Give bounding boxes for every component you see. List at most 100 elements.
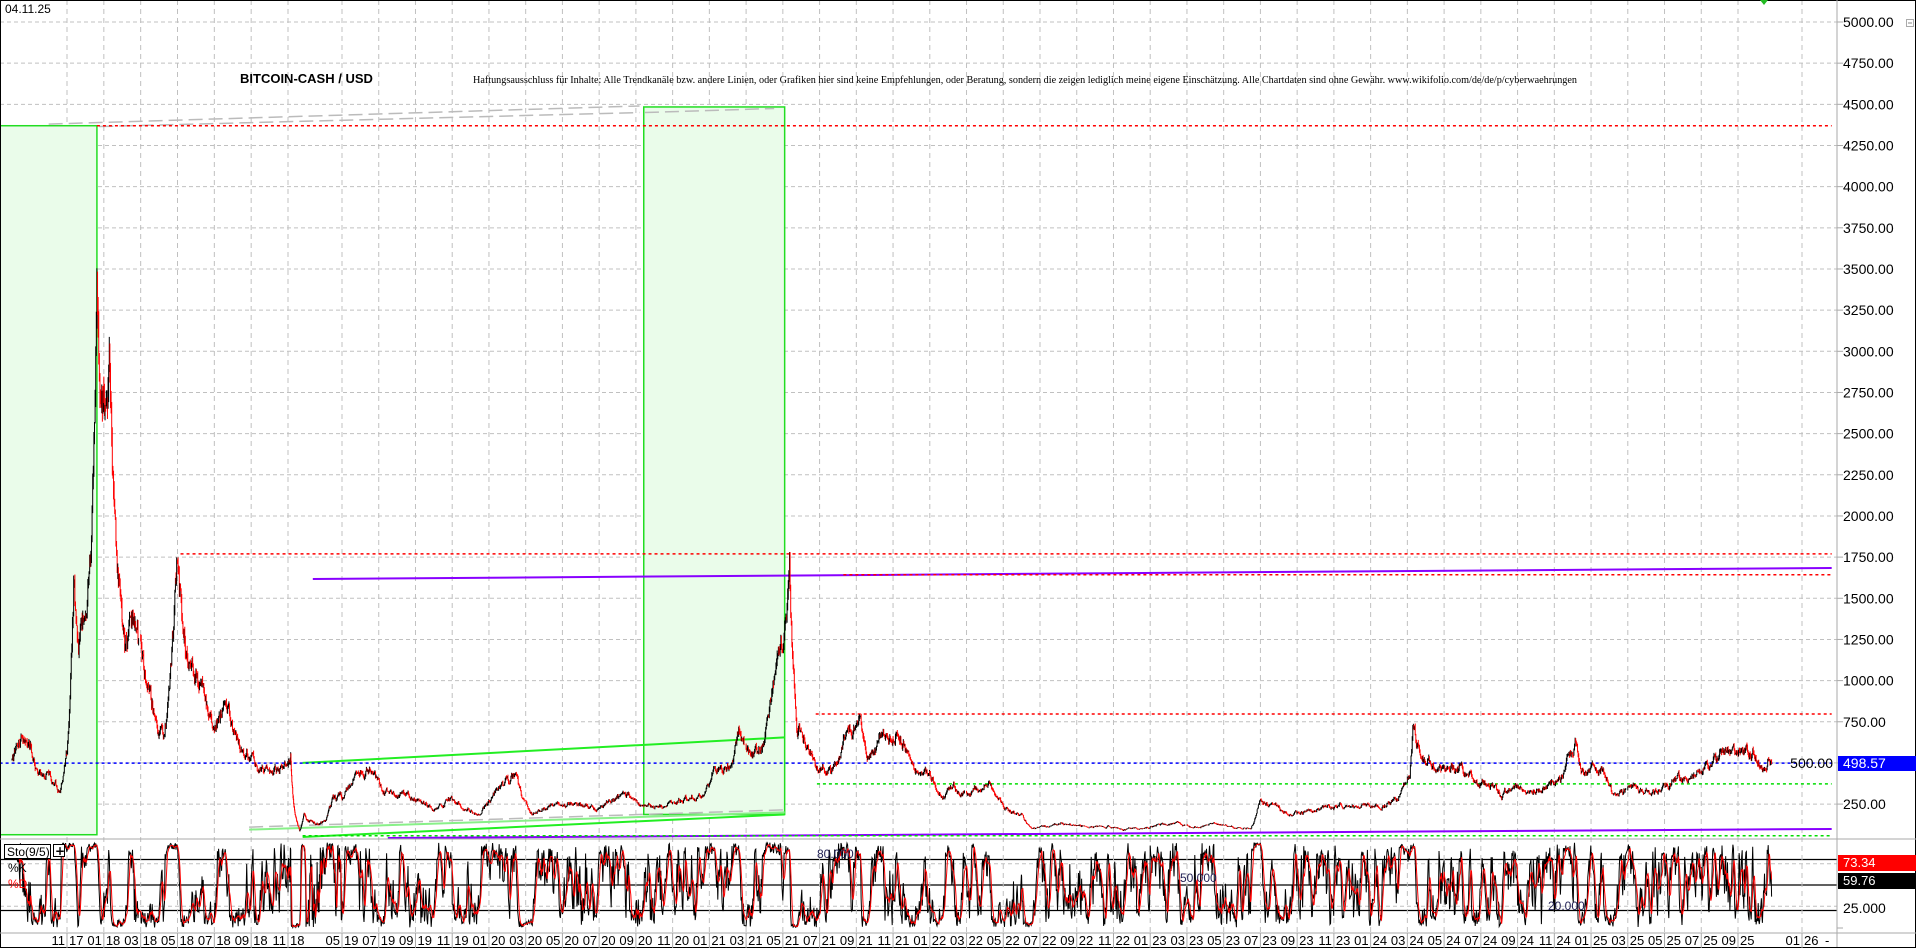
green-lower-channel[interactable]	[302, 813, 785, 839]
collapse-panel-button[interactable]	[1906, 19, 1914, 27]
stoch-k-value-tag	[1838, 873, 1916, 889]
time-label-year: 23	[1262, 933, 1276, 948]
time-label-year: 19	[417, 933, 431, 948]
time-label-year: 23	[1299, 933, 1313, 948]
time-label-year: 22	[1079, 933, 1093, 948]
stoch-title: Sto(9/5)	[7, 845, 50, 859]
zone-2021[interactable]	[642, 106, 786, 816]
stoch-level-50-label: 50.000	[1180, 871, 1217, 885]
stoch-tick-25: 25.000	[1843, 900, 1886, 916]
plus-icon: +	[55, 844, 65, 858]
time-label-year: 22	[1115, 933, 1129, 948]
time-label-month: 05	[546, 933, 560, 948]
lightgreen-fan-1[interactable]	[249, 811, 785, 831]
horizontal-levels	[0, 124, 1832, 837]
price-tick-label: 2000.00	[1843, 508, 1894, 524]
time-label-year: 21	[748, 933, 762, 948]
gray-fan-top-3[interactable]	[644, 107, 775, 114]
disclaimer-text: Haftungsausschluss für Inhalte: Alle Tre…	[473, 75, 1577, 86]
time-label-month: 11	[657, 933, 671, 948]
time-label-month: 11	[437, 933, 451, 948]
time-label-month: 09	[1722, 933, 1736, 948]
price-candles	[11, 268, 1773, 832]
time-label-month: 05	[766, 933, 780, 948]
purple-lower[interactable]	[387, 827, 1832, 840]
price-tick-label: 5000.00	[1843, 14, 1894, 30]
time-axis[interactable]: 11 17 01 18 03 18 05 18 07 18 09 18 11 18 05 19 07 19 09 19…	[52, 933, 1819, 948]
time-label-year: 18	[143, 933, 157, 948]
time-label-year: 25	[1630, 933, 1644, 948]
time-label-year: 19	[344, 933, 358, 948]
trendlines	[48, 105, 1832, 840]
chart-title: BITCOIN-CASH / USD	[240, 71, 373, 86]
time-label-month: 11	[878, 933, 892, 948]
price-tick-label: 1500.00	[1843, 590, 1894, 606]
time-label-year: 26	[1804, 933, 1818, 948]
time-label-year: 21	[822, 933, 836, 948]
last-price-tag	[1838, 756, 1916, 771]
time-label-year: 18	[180, 933, 194, 948]
time-label-year: 22	[969, 933, 983, 948]
time-label-month: 01	[1786, 933, 1800, 948]
time-label-year: 24	[1409, 933, 1423, 948]
price-axis[interactable]: 5000.00 4750.00 4500.00 4250.00 4000.00 3750.…	[1790, 14, 1894, 812]
gray-fan-top-2[interactable]	[99, 111, 640, 128]
price-tick-label: 3500.00	[1843, 261, 1894, 277]
time-label-month: 03	[509, 933, 523, 948]
time-label-year: 23	[1189, 933, 1203, 948]
time-label-month: 09	[399, 933, 413, 948]
price-tick-label: 2750.00	[1843, 384, 1894, 400]
purple-upper[interactable]	[312, 566, 1832, 581]
time-label-month: 09	[1060, 933, 1074, 948]
time-axis-end-marker[interactable]: -	[1825, 933, 1829, 948]
time-label-year: 25	[1703, 933, 1717, 948]
time-label-year: 24	[1520, 933, 1534, 948]
price-tick-label: 4000.00	[1843, 179, 1894, 195]
price-tick-label: 1750.00	[1843, 549, 1894, 565]
zone-2017[interactable]	[0, 124, 98, 836]
time-label-month: 03	[730, 933, 744, 948]
stoch-d-value-tag	[1838, 855, 1916, 871]
time-label-month: 03	[1170, 933, 1184, 948]
time-label-month: 07	[198, 933, 212, 948]
time-label-year: 21	[895, 933, 909, 948]
price-tick-label: 3250.00	[1843, 302, 1894, 318]
time-label-year: 24	[1373, 933, 1387, 948]
time-label-year: 24	[1556, 933, 1570, 948]
time-label-year: 21	[711, 933, 725, 948]
time-label-year: 25	[1740, 933, 1754, 948]
time-label-year: 22	[1005, 933, 1019, 948]
time-label-month: 11	[1318, 933, 1332, 948]
stochastic-panel-lines	[16, 841, 1773, 930]
time-label-month: 05	[987, 933, 1001, 948]
time-label-month: 09	[619, 933, 633, 948]
time-label-year: 24	[1483, 933, 1497, 948]
price-tick-label: 4750.00	[1843, 55, 1894, 71]
gray-fan-1[interactable]	[249, 809, 785, 828]
time-label-year: 21	[858, 933, 872, 948]
time-label-year: 19	[454, 933, 468, 948]
time-label-month: 07	[1685, 933, 1699, 948]
stoch-d-value: 73.34	[1843, 855, 1876, 870]
time-label-month: 05	[161, 933, 175, 948]
time-label-month: 11	[1539, 933, 1553, 948]
time-label-month: 11	[273, 933, 287, 948]
price-tick-label: 4250.00	[1843, 137, 1894, 153]
stoch-expand-button[interactable]: +	[53, 844, 66, 858]
time-label-year: 20	[528, 933, 542, 948]
green-signal-marker-icon	[1760, 0, 1768, 5]
time-label-month: 07	[1464, 933, 1478, 948]
time-label-month: 05	[1428, 933, 1442, 948]
green-upper-channel[interactable]	[302, 736, 785, 764]
time-label-year: 21	[785, 933, 799, 948]
stoch-k-value: 59.76	[1843, 873, 1876, 888]
time-label-month: 09	[840, 933, 854, 948]
stoch-indicator-label[interactable]: Sto(9/5)	[4, 844, 51, 860]
stoch-level-80-label: 80.000	[817, 847, 854, 861]
time-label-month: 07	[803, 933, 817, 948]
gray-fan-top-1[interactable]	[48, 105, 640, 125]
time-label-year: 25	[1667, 933, 1681, 948]
time-label-month: 01	[693, 933, 707, 948]
time-label-year: 20	[601, 933, 615, 948]
